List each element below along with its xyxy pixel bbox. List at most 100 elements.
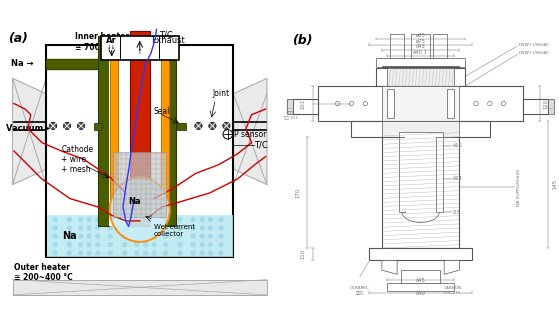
Circle shape — [222, 122, 230, 129]
Circle shape — [67, 251, 71, 255]
Circle shape — [108, 217, 112, 221]
Text: ô40.1: ô40.1 — [413, 50, 428, 55]
Bar — [178, 122, 186, 129]
Circle shape — [191, 234, 195, 238]
Text: CERAMIC
세라막: CERAMIC 세라막 — [350, 286, 369, 295]
Circle shape — [79, 243, 83, 247]
Text: Vacuum ←: Vacuum ← — [6, 124, 53, 133]
Bar — [101, 36, 179, 60]
Text: NA SUPPLIER#90: NA SUPPLIER#90 — [518, 169, 522, 206]
Bar — [382, 121, 459, 137]
Bar — [382, 86, 459, 121]
Circle shape — [53, 217, 57, 221]
Circle shape — [152, 251, 156, 255]
Circle shape — [191, 217, 195, 221]
Circle shape — [191, 226, 195, 230]
Circle shape — [135, 243, 139, 247]
Circle shape — [223, 129, 233, 139]
Text: ø75: ø75 — [416, 39, 425, 44]
Text: 120: 120 — [544, 99, 549, 109]
Circle shape — [49, 122, 57, 129]
Circle shape — [122, 217, 126, 221]
Circle shape — [135, 217, 139, 221]
Circle shape — [200, 234, 204, 238]
Circle shape — [200, 243, 204, 247]
Bar — [46, 45, 234, 257]
Circle shape — [77, 122, 85, 129]
Text: Joint: Joint — [212, 89, 230, 98]
Text: ô43: ô43 — [416, 44, 425, 49]
Circle shape — [87, 243, 91, 247]
Bar — [447, 89, 454, 118]
Circle shape — [191, 251, 195, 255]
Circle shape — [53, 234, 57, 238]
Text: Outer heater: Outer heater — [14, 263, 70, 272]
Bar — [387, 282, 454, 291]
Circle shape — [191, 243, 195, 247]
Ellipse shape — [110, 178, 170, 242]
Circle shape — [122, 226, 126, 230]
Circle shape — [96, 217, 100, 221]
Bar — [401, 270, 440, 282]
Bar — [405, 137, 436, 211]
Bar — [113, 152, 167, 217]
Text: 145: 145 — [552, 179, 557, 189]
Bar — [390, 34, 404, 58]
Circle shape — [209, 234, 212, 238]
Bar — [111, 56, 119, 218]
Bar — [382, 137, 459, 248]
Text: Na →: Na → — [11, 59, 34, 68]
Circle shape — [53, 243, 57, 247]
Circle shape — [108, 234, 112, 238]
Circle shape — [87, 217, 91, 221]
Circle shape — [178, 226, 182, 230]
Circle shape — [219, 217, 223, 221]
Bar — [94, 122, 102, 129]
Circle shape — [135, 251, 139, 255]
Bar — [548, 99, 554, 114]
Circle shape — [474, 101, 478, 106]
Circle shape — [209, 243, 212, 247]
Polygon shape — [13, 78, 46, 184]
Bar — [387, 68, 454, 86]
Circle shape — [209, 122, 216, 129]
Circle shape — [219, 226, 223, 230]
Bar — [399, 132, 443, 137]
Text: P sensor: P sensor — [234, 130, 267, 139]
Bar — [98, 45, 109, 226]
Bar — [387, 89, 394, 118]
Circle shape — [164, 234, 168, 238]
Circle shape — [122, 243, 126, 247]
Text: Ar: Ar — [106, 36, 117, 45]
Circle shape — [87, 226, 91, 230]
Circle shape — [152, 234, 156, 238]
Text: Cathode
+ wire
+ mesh: Cathode + wire + mesh — [61, 145, 93, 174]
Polygon shape — [234, 78, 267, 184]
Text: (b): (b) — [292, 34, 312, 47]
Bar — [162, 56, 169, 218]
Circle shape — [67, 226, 71, 230]
Circle shape — [122, 251, 126, 255]
Circle shape — [96, 234, 100, 238]
Text: DNW+190VAC: DNW+190VAC — [519, 51, 550, 55]
Bar — [98, 36, 176, 45]
Text: 110: 110 — [301, 249, 306, 259]
Circle shape — [67, 243, 71, 247]
Circle shape — [200, 226, 204, 230]
Text: T/C: T/C — [254, 141, 268, 150]
Bar — [287, 99, 293, 114]
Circle shape — [108, 251, 112, 255]
Circle shape — [64, 122, 70, 129]
Circle shape — [87, 234, 91, 238]
Circle shape — [200, 217, 204, 221]
Circle shape — [164, 217, 168, 221]
Circle shape — [501, 101, 506, 106]
Bar — [369, 248, 472, 260]
Circle shape — [209, 226, 212, 230]
Circle shape — [144, 234, 148, 238]
Circle shape — [144, 251, 148, 255]
Circle shape — [122, 234, 126, 238]
Bar — [376, 58, 465, 67]
Text: DNW+190VAC: DNW+190VAC — [519, 43, 550, 47]
Circle shape — [144, 226, 148, 230]
